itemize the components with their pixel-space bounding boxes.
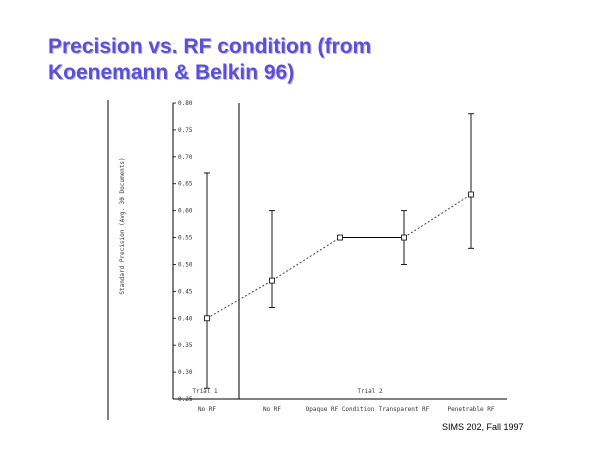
slide-title-line-1: Precision vs. RF condition (from: [48, 35, 372, 58]
trial-label: Trial 1: [192, 388, 218, 395]
y-axis-label: Standard Precision (Avg. 30 Documents): [119, 157, 126, 294]
slide-footer: SIMS 202, Fall 1997: [442, 422, 524, 432]
category-label: Transparent RF: [379, 406, 430, 413]
y-tick-label: 0.65: [178, 181, 193, 188]
y-tick-label: 0.60: [178, 208, 193, 215]
y-tick-label: 0.55: [178, 235, 193, 242]
trial-label: Trial 2: [357, 388, 383, 395]
slide-title-line-2: Koenemann & Belkin 96): [48, 61, 295, 84]
y-tick-label: 0.30: [178, 369, 193, 376]
data-point: [337, 234, 343, 241]
y-tick-label: 0.45: [178, 288, 193, 295]
data-point: [468, 191, 474, 198]
y-tick-label: 0.80: [178, 100, 193, 107]
data-point: [204, 315, 210, 322]
slide-title: Precision vs. RF condition (from Koenema…: [48, 34, 588, 86]
y-tick-label: 0.25: [178, 396, 193, 403]
data-point: [269, 277, 275, 284]
y-tick-label: 0.75: [178, 127, 193, 134]
series-line: [206, 194, 472, 319]
category-label: Opaque RF Condition: [306, 406, 375, 413]
y-tick-label: 0.40: [178, 315, 193, 322]
category-label: Penetrable RF: [448, 406, 495, 413]
y-tick-label: 0.35: [178, 342, 193, 349]
data-point: [401, 234, 407, 241]
category-label: No RF: [263, 406, 281, 413]
y-tick-label: 0.50: [178, 261, 193, 268]
y-tick-label: 0.70: [178, 154, 193, 161]
category-label: No RF: [198, 406, 216, 413]
